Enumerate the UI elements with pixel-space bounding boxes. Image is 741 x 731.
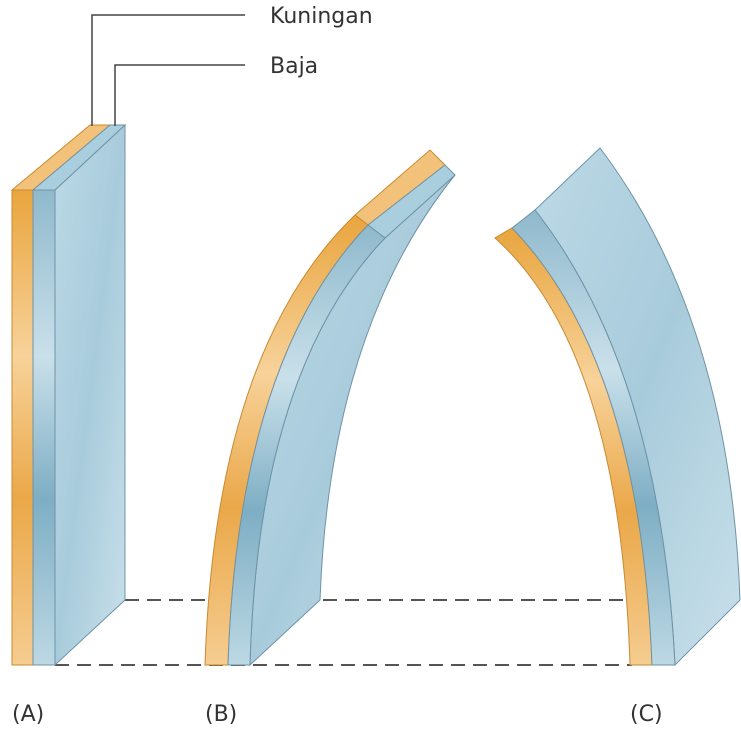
- label-steel: Baja: [270, 54, 318, 79]
- strip-a: [10, 123, 127, 667]
- strip-b: [204, 149, 456, 667]
- leader-lines: [91, 14, 245, 126]
- caption-a: (A): [12, 702, 44, 727]
- reference-lines: [55, 599, 638, 666]
- caption-c: (C): [630, 702, 663, 727]
- strip-c: [494, 147, 741, 667]
- label-brass: Kuningan: [270, 4, 373, 29]
- caption-b: (B): [205, 702, 237, 727]
